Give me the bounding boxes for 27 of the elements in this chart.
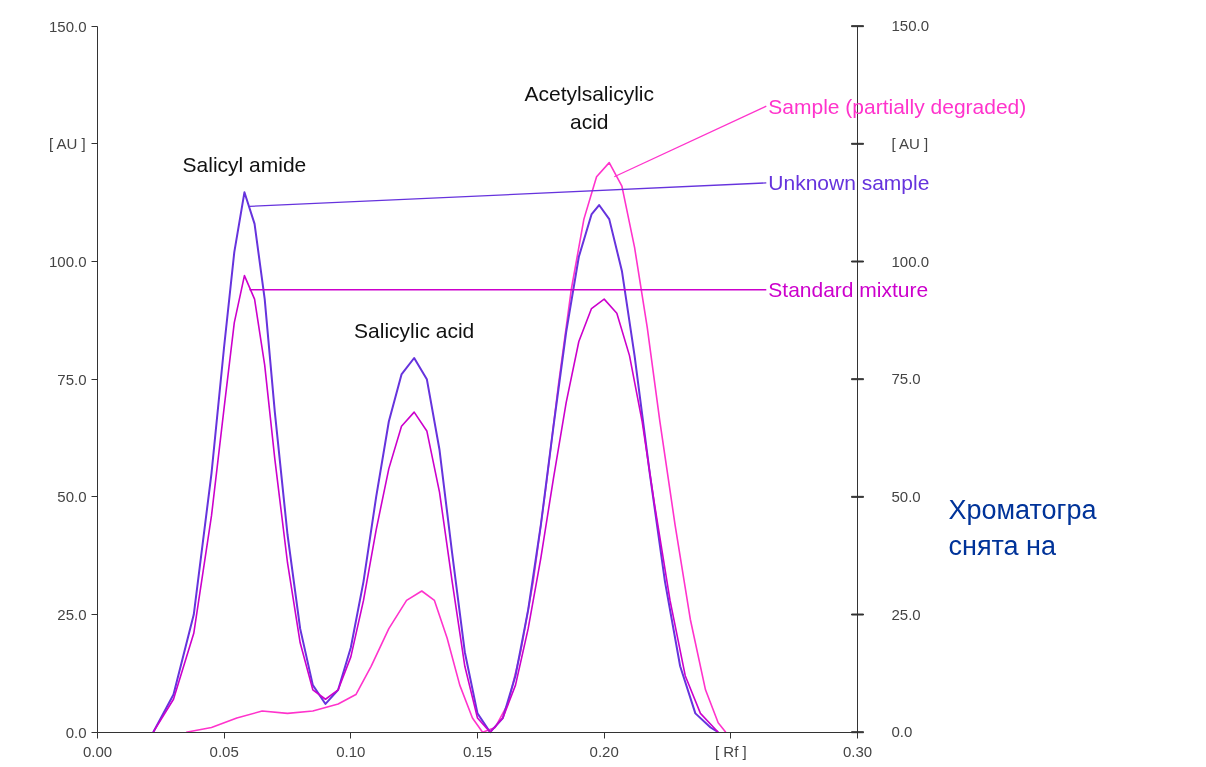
x-tick-label: 0.15 [462, 743, 493, 761]
y-tick-label: 75.0 [891, 370, 921, 388]
y-tick-label: 150.0 [891, 17, 930, 35]
y-tick-label: 100.0 [891, 252, 930, 270]
y2-tick-label: 100.0 [48, 253, 87, 270]
y2-tick-label: 75.0 [57, 370, 87, 388]
text: Standard mixture [768, 278, 929, 302]
x-tick-label: [ Rf ] [715, 743, 747, 761]
y-tick-label: 0.0 [891, 723, 913, 741]
x-tick-label: 0.20 [589, 743, 619, 761]
x-tick-label: 0.10 [336, 743, 366, 761]
x-tick-label: 0.30 [842, 743, 873, 761]
y2-tick-label: 150.0 [48, 17, 87, 35]
text: Unknown sample [768, 171, 930, 195]
y-tick-label: [ AU ] [891, 135, 929, 153]
text: Хроматогра снята на [948, 494, 1098, 561]
y2-tick-label: 50.0 [57, 488, 87, 506]
y-tick-label: 25.0 [891, 605, 921, 623]
annotation: Acetylsalicylic acid [524, 82, 654, 133]
annotation: Salicylic acid [354, 318, 475, 342]
annotation: Salicyl amide [182, 153, 307, 177]
y-tick-label: 50.0 [891, 487, 921, 505]
y2-tick-label: 25.0 [57, 606, 87, 624]
y2-tick-label: [ AU ] [48, 135, 86, 153]
x-tick-label: 0.00 [82, 743, 113, 761]
y2-tick-label: 0.0 [65, 723, 87, 741]
x-tick-label: 0.05 [209, 743, 239, 761]
